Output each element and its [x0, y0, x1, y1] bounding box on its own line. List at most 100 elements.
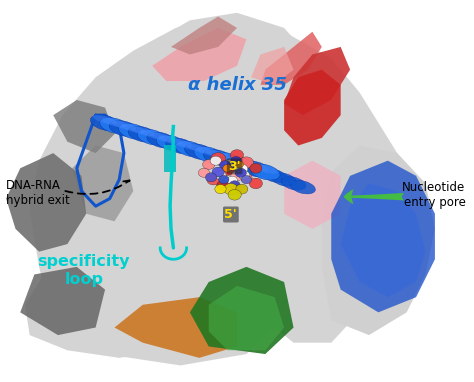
Ellipse shape [187, 144, 211, 154]
Polygon shape [261, 32, 322, 85]
Text: 3': 3' [228, 160, 241, 173]
Ellipse shape [222, 155, 252, 171]
Polygon shape [322, 146, 435, 335]
Ellipse shape [156, 135, 186, 151]
Circle shape [231, 157, 241, 165]
Ellipse shape [91, 115, 120, 131]
Polygon shape [284, 70, 341, 146]
Circle shape [229, 181, 240, 190]
Polygon shape [164, 146, 176, 172]
Circle shape [225, 160, 235, 168]
Circle shape [228, 189, 241, 200]
Ellipse shape [130, 126, 155, 136]
Ellipse shape [241, 161, 271, 177]
Circle shape [221, 165, 234, 175]
Ellipse shape [272, 173, 297, 186]
Ellipse shape [128, 126, 157, 142]
Ellipse shape [168, 138, 193, 148]
Ellipse shape [232, 158, 261, 174]
Polygon shape [331, 161, 435, 312]
Circle shape [198, 168, 210, 177]
Ellipse shape [194, 147, 223, 163]
Ellipse shape [225, 155, 249, 165]
Polygon shape [72, 146, 133, 221]
Ellipse shape [251, 164, 280, 180]
Circle shape [202, 160, 215, 169]
Text: specificity
loop: specificity loop [37, 254, 130, 287]
Ellipse shape [112, 121, 136, 130]
Circle shape [212, 167, 224, 177]
Polygon shape [133, 13, 308, 85]
Ellipse shape [137, 129, 167, 145]
Ellipse shape [244, 161, 268, 171]
Ellipse shape [118, 123, 148, 139]
Text: DNA-RNA
hybrid exit: DNA-RNA hybrid exit [6, 179, 70, 207]
Circle shape [239, 157, 254, 168]
Circle shape [235, 161, 244, 168]
Polygon shape [171, 16, 237, 55]
Polygon shape [251, 47, 293, 85]
Ellipse shape [281, 177, 306, 190]
Polygon shape [25, 259, 190, 358]
Text: Nucleotide
entry pore: Nucleotide entry pore [402, 181, 465, 209]
Circle shape [224, 183, 238, 195]
Circle shape [205, 173, 217, 182]
Ellipse shape [102, 118, 127, 128]
Polygon shape [152, 28, 246, 81]
Ellipse shape [253, 164, 278, 174]
Circle shape [219, 175, 229, 184]
Circle shape [249, 178, 263, 189]
Circle shape [227, 176, 237, 185]
Ellipse shape [93, 115, 118, 125]
Circle shape [215, 185, 226, 194]
Polygon shape [30, 16, 426, 366]
Circle shape [236, 184, 248, 194]
Polygon shape [6, 153, 86, 252]
Ellipse shape [166, 138, 195, 154]
Text: 5': 5' [225, 208, 237, 221]
Circle shape [210, 153, 226, 165]
Polygon shape [190, 267, 293, 354]
Ellipse shape [159, 135, 183, 145]
Circle shape [210, 156, 221, 165]
Circle shape [235, 168, 246, 177]
Polygon shape [284, 161, 341, 229]
Ellipse shape [196, 147, 221, 156]
Circle shape [219, 161, 231, 170]
Polygon shape [284, 47, 350, 115]
Text: α helix 35: α helix 35 [188, 76, 286, 94]
Ellipse shape [178, 141, 202, 151]
Circle shape [241, 173, 252, 182]
Circle shape [215, 170, 226, 180]
Ellipse shape [253, 165, 278, 179]
Ellipse shape [175, 141, 205, 157]
Circle shape [241, 175, 252, 184]
Circle shape [207, 174, 220, 185]
Circle shape [231, 171, 243, 181]
Ellipse shape [140, 129, 164, 139]
Ellipse shape [184, 144, 214, 160]
Circle shape [230, 150, 244, 160]
Circle shape [223, 165, 232, 172]
Circle shape [250, 163, 262, 173]
Circle shape [217, 180, 229, 190]
Ellipse shape [100, 118, 129, 134]
Ellipse shape [206, 150, 230, 159]
Ellipse shape [291, 180, 315, 194]
Polygon shape [20, 267, 105, 335]
Ellipse shape [149, 132, 174, 142]
Ellipse shape [215, 152, 240, 162]
Ellipse shape [121, 124, 146, 133]
Polygon shape [115, 297, 237, 358]
Ellipse shape [109, 121, 138, 136]
Circle shape [236, 164, 248, 174]
Circle shape [238, 170, 250, 180]
Ellipse shape [234, 159, 259, 168]
Polygon shape [53, 100, 115, 153]
Ellipse shape [203, 150, 233, 165]
Polygon shape [341, 183, 426, 297]
Ellipse shape [262, 169, 287, 183]
Ellipse shape [147, 132, 176, 148]
Ellipse shape [213, 152, 242, 168]
Polygon shape [209, 286, 284, 350]
